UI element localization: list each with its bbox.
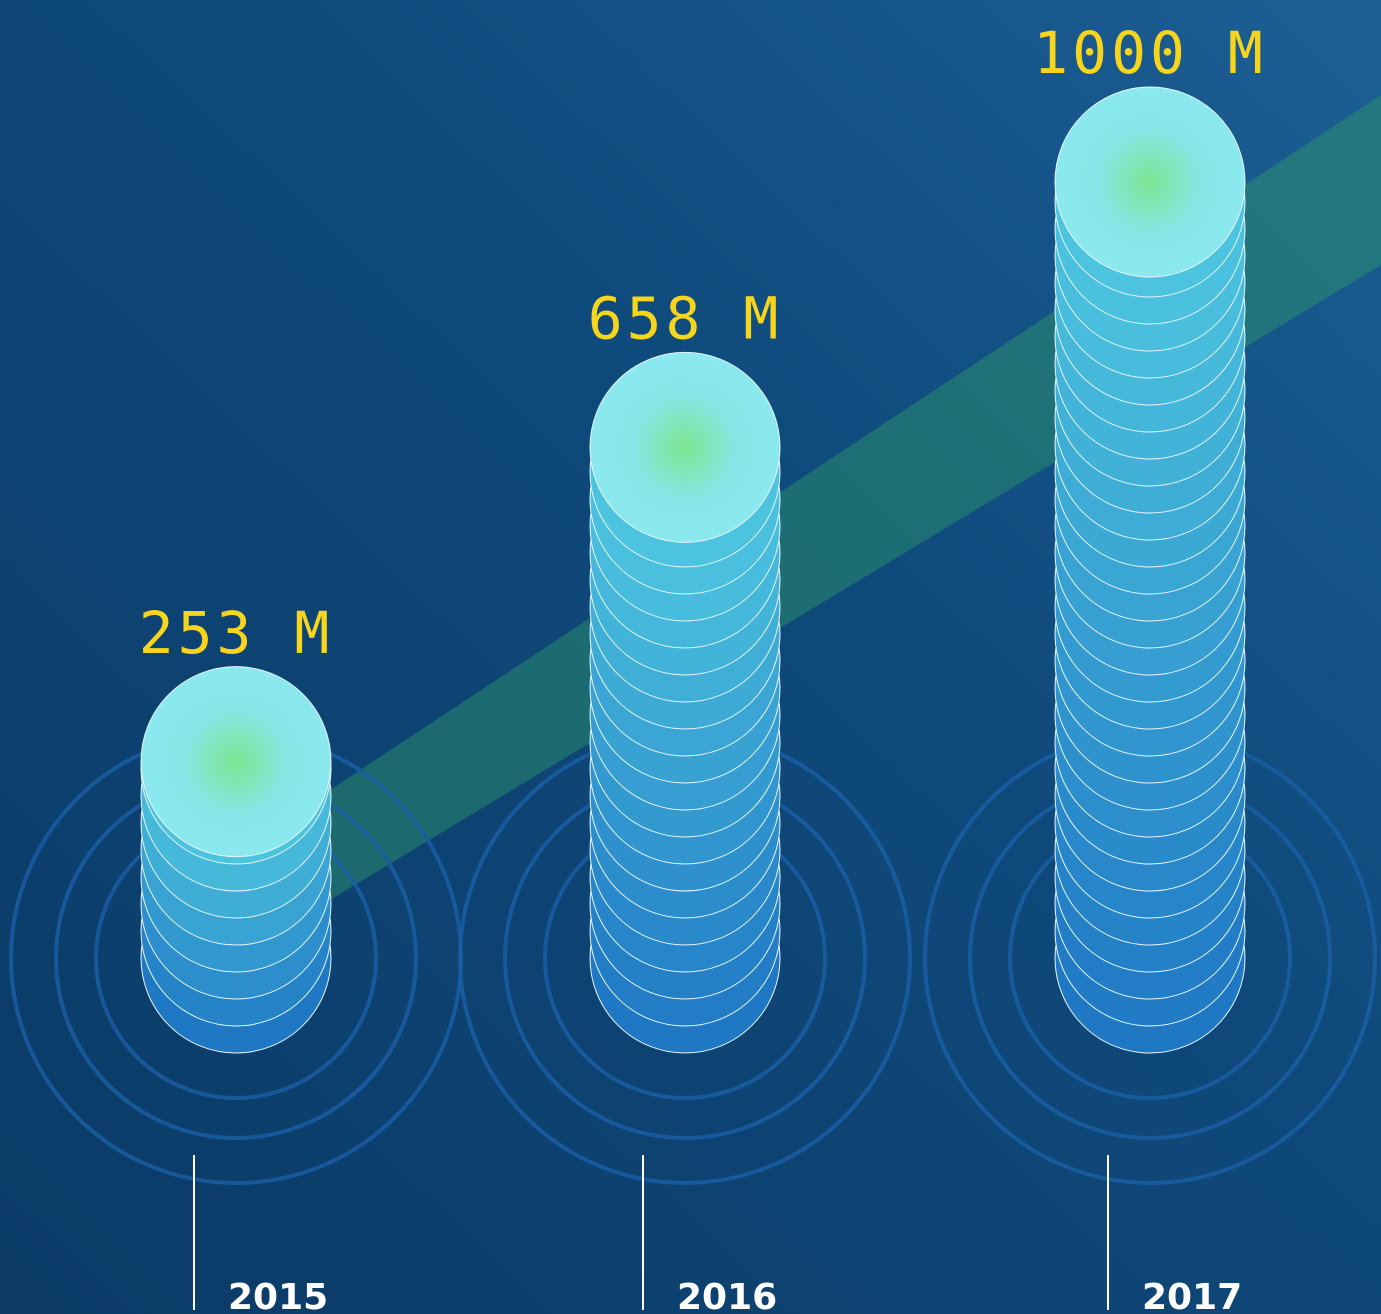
year-label: 2015 — [228, 1277, 328, 1314]
page: {"chart_data": {"type": "bar", "categori… — [0, 0, 1381, 1314]
coin-top — [590, 352, 780, 542]
coin-top — [1055, 87, 1245, 277]
value-label: 658 M — [588, 285, 783, 353]
coin-stack — [590, 352, 780, 1053]
coin-top — [141, 667, 331, 857]
value-label: 1000 M — [1033, 19, 1267, 87]
chart: 253 M 2015 658 M 2016 1000 M 2017 — [0, 0, 1381, 1314]
coin-stack — [141, 667, 331, 1053]
year-label: 2017 — [1142, 1277, 1242, 1314]
year-label: 2016 — [677, 1277, 777, 1314]
coin-stack — [1055, 87, 1245, 1053]
value-label: 253 M — [139, 599, 334, 667]
